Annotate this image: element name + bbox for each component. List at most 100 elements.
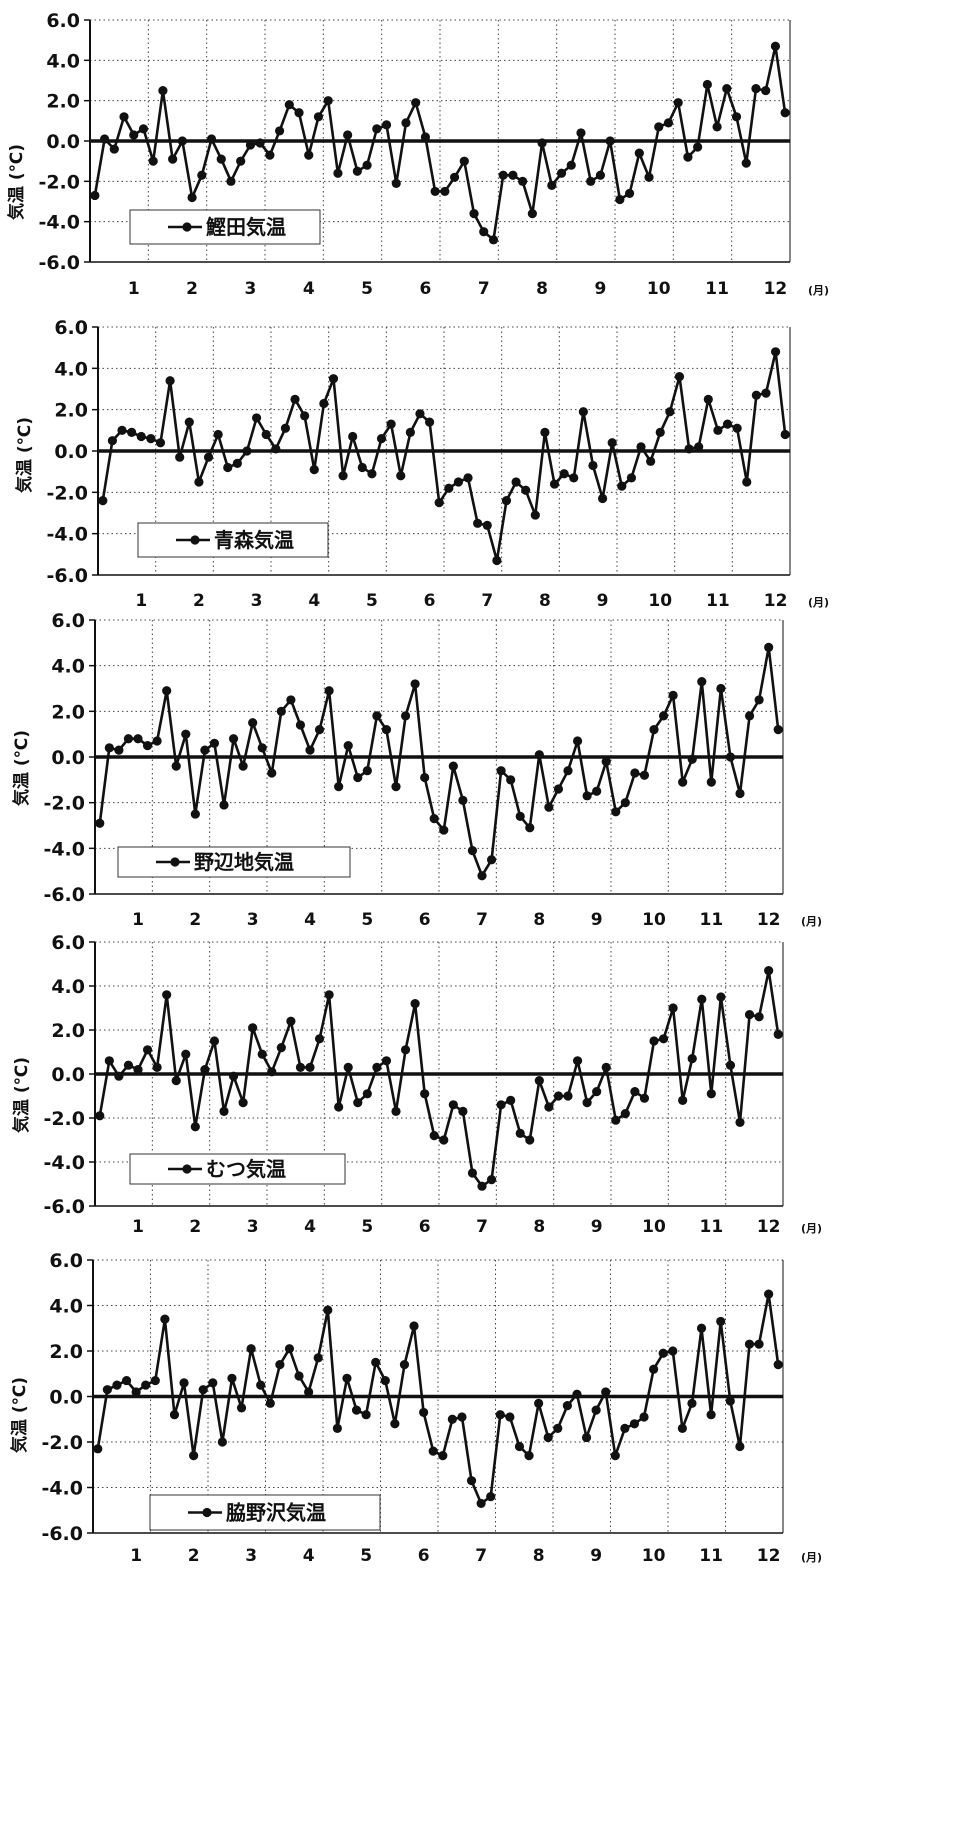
data-point <box>189 1451 199 1461</box>
data-point <box>732 423 742 433</box>
data-point <box>376 434 387 444</box>
data-point <box>486 1175 497 1185</box>
data-point <box>572 1056 583 1066</box>
legend-label: むつ気温 <box>206 1157 286 1181</box>
data-point <box>448 1100 458 1110</box>
x-tick-label: 1 <box>132 910 144 930</box>
y-tick-label: -4.0 <box>43 1152 85 1174</box>
data-point <box>735 1441 745 1452</box>
y-tick-label: -2.0 <box>43 1108 85 1130</box>
data-point <box>242 446 252 456</box>
data-point <box>362 1089 372 1099</box>
data-point <box>95 1111 105 1121</box>
data-point <box>696 1323 707 1333</box>
data-point <box>496 1100 506 1110</box>
data-point <box>343 740 353 751</box>
data-point <box>160 1314 170 1324</box>
data-point <box>735 788 745 799</box>
data-point <box>343 130 353 140</box>
x-tick-label: 11 <box>699 1217 723 1237</box>
data-point <box>566 160 576 170</box>
y-axis-label: 気温 (℃) <box>9 1377 30 1454</box>
data-point <box>543 1432 553 1443</box>
x-tick-label: 4 <box>308 591 320 611</box>
data-point <box>165 376 175 386</box>
data-point <box>190 809 200 819</box>
y-tick-label: -2.0 <box>41 1432 83 1454</box>
data-point <box>744 711 755 721</box>
data-point <box>477 871 487 881</box>
data-point <box>712 122 722 132</box>
data-point <box>141 1380 151 1390</box>
data-point <box>181 729 191 739</box>
x-tick-label: 12 <box>764 591 788 611</box>
data-point <box>553 1091 564 1101</box>
data-point <box>636 442 646 452</box>
y-tick-label: 6.0 <box>51 932 85 954</box>
data-point <box>342 1373 352 1383</box>
data-point <box>658 711 669 721</box>
data-point <box>495 1410 505 1420</box>
data-point <box>515 811 525 821</box>
data-point <box>741 158 751 168</box>
data-point <box>213 429 223 440</box>
data-point <box>200 745 210 755</box>
data-point <box>323 1305 333 1315</box>
data-point <box>703 394 713 404</box>
data-point <box>181 1049 191 1059</box>
data-point <box>511 477 521 487</box>
data-point <box>553 784 564 794</box>
data-point <box>706 1089 716 1099</box>
y-tick-label: -4.0 <box>43 838 85 860</box>
data-point <box>713 425 723 435</box>
y-tick-label: -4.0 <box>38 212 80 234</box>
data-point <box>702 79 712 90</box>
data-point <box>525 823 535 833</box>
data-point <box>405 427 415 437</box>
data-point <box>716 1316 726 1327</box>
data-point <box>693 142 703 152</box>
data-point <box>200 1065 210 1075</box>
x-tick-label: 12 <box>757 1546 781 1566</box>
data-point <box>764 642 774 652</box>
data-point <box>420 1089 430 1099</box>
data-point <box>544 802 554 812</box>
data-point <box>722 83 732 94</box>
data-point <box>338 471 348 481</box>
data-point <box>773 725 783 735</box>
data-point <box>620 1109 630 1119</box>
x-tick-label: 9 <box>590 1546 602 1566</box>
data-point <box>496 766 506 776</box>
data-point <box>257 1049 267 1059</box>
data-point <box>334 1102 344 1112</box>
data-point <box>286 695 296 705</box>
grid <box>95 619 783 895</box>
data-point <box>171 761 181 771</box>
data-point <box>620 798 630 808</box>
data-point <box>430 186 440 197</box>
data-point <box>119 112 129 122</box>
data-point <box>601 756 611 767</box>
data-point <box>219 1106 229 1116</box>
data-point <box>582 791 592 801</box>
x-tick-label: 12 <box>764 279 788 299</box>
x-tick-label: 5 <box>361 910 373 930</box>
data-point <box>226 176 236 186</box>
data-point <box>190 1122 200 1132</box>
data-point <box>754 1339 764 1349</box>
data-point <box>479 227 489 237</box>
data-point <box>668 1003 678 1013</box>
data-point <box>162 686 172 696</box>
x-tick-label: 12 <box>757 910 781 930</box>
x-tick-label: 6 <box>419 279 431 299</box>
data-point <box>678 1095 688 1105</box>
y-tick-label: 6.0 <box>49 1250 83 1272</box>
y-tick-label: 2.0 <box>49 1341 83 1363</box>
y-tick-label: 0.0 <box>49 1387 83 1409</box>
data-point <box>155 438 166 448</box>
chart-panel: 6.0 4.0 2.0 0.0 -2.0 -4.0 -6.0 1 2 3 4 5 6 7 8 9 10 11 12(… <box>0 0 963 300</box>
data-point <box>674 372 685 382</box>
legend: 青森気温 <box>137 522 329 558</box>
data-point <box>114 1071 124 1081</box>
x-tick-label: 8 <box>533 1217 545 1237</box>
